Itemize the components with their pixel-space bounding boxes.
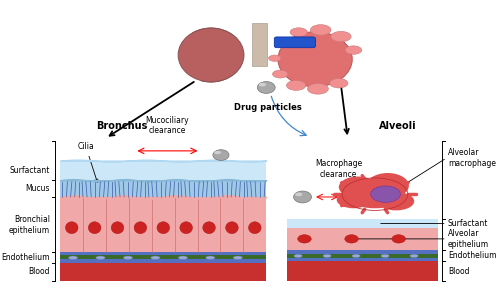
Ellipse shape bbox=[381, 254, 389, 258]
Ellipse shape bbox=[295, 193, 302, 196]
Text: Blood: Blood bbox=[28, 267, 50, 276]
Ellipse shape bbox=[68, 256, 78, 259]
Text: Blood: Blood bbox=[448, 266, 469, 276]
Ellipse shape bbox=[124, 256, 132, 259]
Bar bbox=[252, 23, 267, 66]
Text: Bronchial
epithelium: Bronchial epithelium bbox=[9, 215, 50, 235]
Ellipse shape bbox=[294, 191, 312, 203]
Ellipse shape bbox=[178, 256, 188, 259]
Ellipse shape bbox=[248, 222, 261, 234]
Ellipse shape bbox=[345, 46, 362, 54]
Ellipse shape bbox=[366, 173, 409, 198]
Ellipse shape bbox=[226, 222, 238, 234]
Bar bbox=[60, 263, 266, 281]
Bar bbox=[288, 254, 438, 258]
Ellipse shape bbox=[352, 254, 360, 258]
Ellipse shape bbox=[178, 28, 244, 82]
Ellipse shape bbox=[180, 222, 192, 234]
Ellipse shape bbox=[286, 80, 306, 90]
Ellipse shape bbox=[345, 180, 405, 208]
Ellipse shape bbox=[258, 82, 275, 93]
Ellipse shape bbox=[275, 39, 288, 46]
Text: Surfactant: Surfactant bbox=[448, 219, 488, 228]
Ellipse shape bbox=[259, 83, 266, 86]
Ellipse shape bbox=[298, 235, 312, 243]
Ellipse shape bbox=[294, 254, 302, 258]
Bar bbox=[60, 180, 266, 197]
Text: Alveolar
epithelium: Alveolar epithelium bbox=[448, 229, 489, 249]
Polygon shape bbox=[192, 28, 243, 82]
Ellipse shape bbox=[392, 235, 406, 243]
Ellipse shape bbox=[203, 222, 215, 234]
Text: Surfactant: Surfactant bbox=[10, 166, 50, 175]
Ellipse shape bbox=[410, 254, 418, 258]
Text: Cilia: Cilia bbox=[78, 142, 98, 182]
Ellipse shape bbox=[134, 222, 146, 234]
Bar bbox=[288, 250, 438, 261]
Bar bbox=[288, 219, 438, 228]
Ellipse shape bbox=[290, 28, 308, 36]
Ellipse shape bbox=[151, 256, 160, 259]
Ellipse shape bbox=[213, 150, 229, 160]
Ellipse shape bbox=[323, 254, 331, 258]
Text: Endothelium: Endothelium bbox=[2, 253, 50, 262]
Ellipse shape bbox=[331, 31, 351, 42]
Ellipse shape bbox=[310, 25, 331, 35]
Bar bbox=[288, 228, 438, 250]
Ellipse shape bbox=[96, 256, 105, 259]
Ellipse shape bbox=[111, 222, 124, 234]
Ellipse shape bbox=[88, 222, 101, 234]
Ellipse shape bbox=[278, 32, 352, 87]
Text: Endothelium: Endothelium bbox=[448, 251, 496, 260]
Ellipse shape bbox=[272, 70, 288, 78]
Text: Mucociliary
clearance: Mucociliary clearance bbox=[146, 116, 189, 135]
Bar bbox=[60, 161, 266, 180]
Ellipse shape bbox=[378, 192, 414, 210]
Ellipse shape bbox=[308, 84, 328, 94]
Bar bbox=[60, 252, 266, 263]
Ellipse shape bbox=[66, 222, 78, 234]
Bar bbox=[60, 255, 266, 259]
Ellipse shape bbox=[345, 235, 358, 243]
Ellipse shape bbox=[268, 55, 281, 61]
Text: Mucus: Mucus bbox=[26, 184, 50, 193]
Text: Bronchus: Bronchus bbox=[96, 121, 148, 131]
Text: Alveoli: Alveoli bbox=[379, 121, 416, 131]
Ellipse shape bbox=[214, 151, 221, 154]
Ellipse shape bbox=[339, 176, 377, 198]
Ellipse shape bbox=[233, 256, 242, 259]
Ellipse shape bbox=[330, 79, 348, 88]
FancyBboxPatch shape bbox=[274, 37, 316, 48]
Ellipse shape bbox=[370, 186, 400, 202]
Ellipse shape bbox=[157, 222, 170, 234]
Bar bbox=[288, 261, 438, 281]
Text: Drug particles: Drug particles bbox=[234, 103, 302, 112]
Bar bbox=[60, 197, 266, 252]
Ellipse shape bbox=[336, 191, 370, 208]
Ellipse shape bbox=[206, 256, 215, 259]
Text: Alveolar
macrophage: Alveolar macrophage bbox=[448, 148, 496, 168]
Text: Macrophage
clearance: Macrophage clearance bbox=[315, 159, 362, 179]
